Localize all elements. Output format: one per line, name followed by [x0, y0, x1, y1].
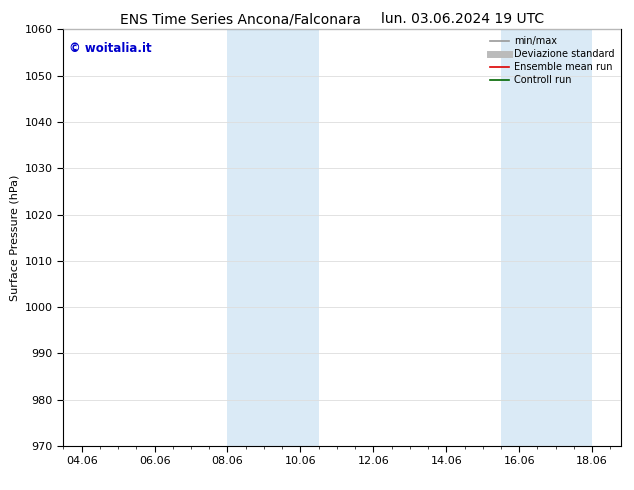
Bar — [228, 29, 264, 446]
Text: lun. 03.06.2024 19 UTC: lun. 03.06.2024 19 UTC — [381, 12, 545, 26]
Bar — [538, 29, 592, 446]
Legend: min/max, Deviazione standard, Ensemble mean run, Controll run: min/max, Deviazione standard, Ensemble m… — [488, 34, 616, 87]
Bar — [264, 29, 319, 446]
Text: ENS Time Series Ancona/Falconara: ENS Time Series Ancona/Falconara — [120, 12, 361, 26]
Y-axis label: Surface Pressure (hPa): Surface Pressure (hPa) — [10, 174, 19, 301]
Text: © woitalia.it: © woitalia.it — [69, 42, 152, 55]
Bar — [501, 29, 538, 446]
